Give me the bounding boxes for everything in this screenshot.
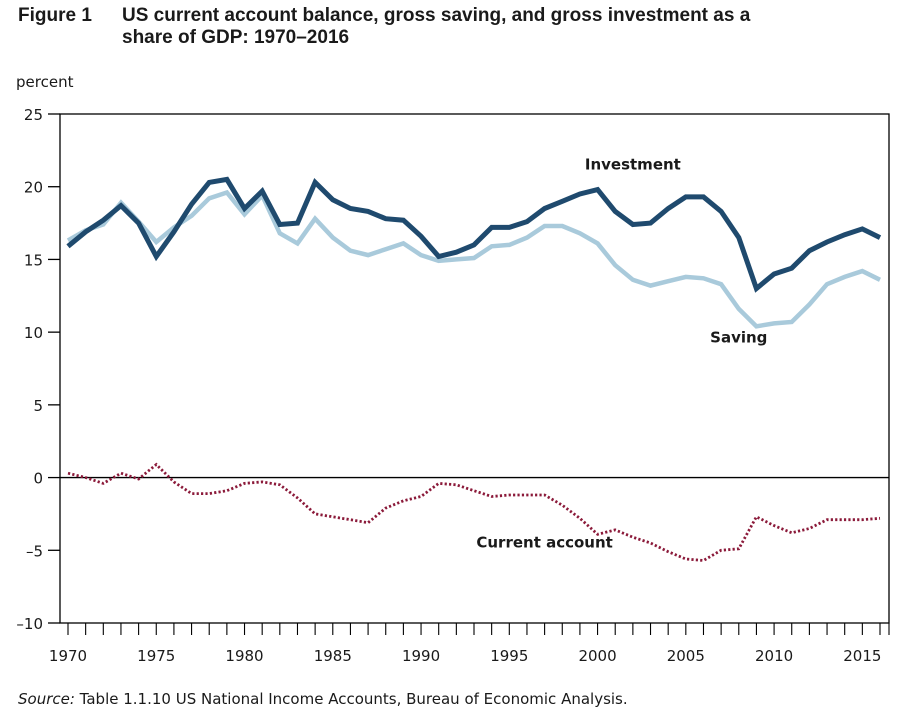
y-axis-unit-label: percent <box>16 73 74 91</box>
x-tick-label: 1970 <box>49 647 87 665</box>
y-tick-label: 5 <box>33 397 43 415</box>
series-label-investment: Investment <box>585 155 681 173</box>
x-tick-label: 1990 <box>402 647 440 665</box>
source-label: Source: <box>18 690 75 708</box>
y-tick-label: 20 <box>24 179 43 197</box>
y-tick-label: 15 <box>24 251 43 269</box>
series-label-current-account: Current account <box>476 533 612 551</box>
x-tick-label: 2000 <box>578 647 616 665</box>
x-tick-label: 1980 <box>225 647 263 665</box>
figure-title: Figure 1 US current account balance, gros… <box>18 5 750 49</box>
series-label-saving: Saving <box>710 328 767 346</box>
y-tick-label: 0 <box>33 470 43 488</box>
x-tick-label: 1995 <box>490 647 528 665</box>
title-line-2: share of GDP: 1970–2016 <box>122 27 350 48</box>
y-tick-label: 10 <box>24 324 43 342</box>
annotations: Investment Saving Current account <box>476 155 767 551</box>
series-line-current-account <box>67 462 881 562</box>
plot-frame <box>59 113 890 624</box>
source-note: Source: Table 1.1.10 US National Income … <box>18 690 628 708</box>
series-line-saving <box>66 189 881 329</box>
title-line-1: US current account balance, gross saving… <box>122 5 751 26</box>
x-tick-label: 2015 <box>843 647 881 665</box>
y-tick-label: 25 <box>24 106 43 124</box>
source-text: Table 1.1.10 US National Income Accounts… <box>74 690 628 708</box>
x-tick-label: 1985 <box>314 647 352 665</box>
x-tick-label: 2005 <box>667 647 705 665</box>
series-line-investment <box>66 176 882 293</box>
x-tick-label: 1975 <box>137 647 175 665</box>
y-tick-label: –5 <box>26 542 43 560</box>
figure-label: Figure 1 <box>18 5 92 26</box>
y-tick-label: –10 <box>16 615 43 633</box>
x-tick-label: 2010 <box>755 647 793 665</box>
series-group <box>66 176 882 562</box>
